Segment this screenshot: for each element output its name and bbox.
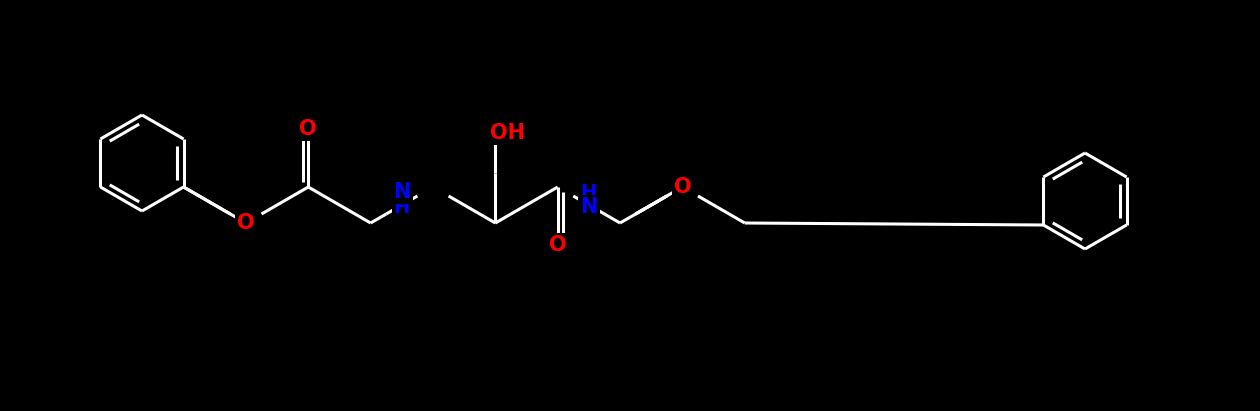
Text: O: O [237, 213, 255, 233]
Text: O: O [300, 119, 318, 139]
Text: O: O [549, 235, 567, 255]
Text: H: H [581, 182, 597, 201]
Text: OH: OH [490, 123, 525, 143]
Text: O: O [674, 177, 692, 197]
Text: N: N [393, 182, 411, 202]
Text: H: H [393, 198, 410, 217]
Text: N: N [580, 197, 597, 217]
